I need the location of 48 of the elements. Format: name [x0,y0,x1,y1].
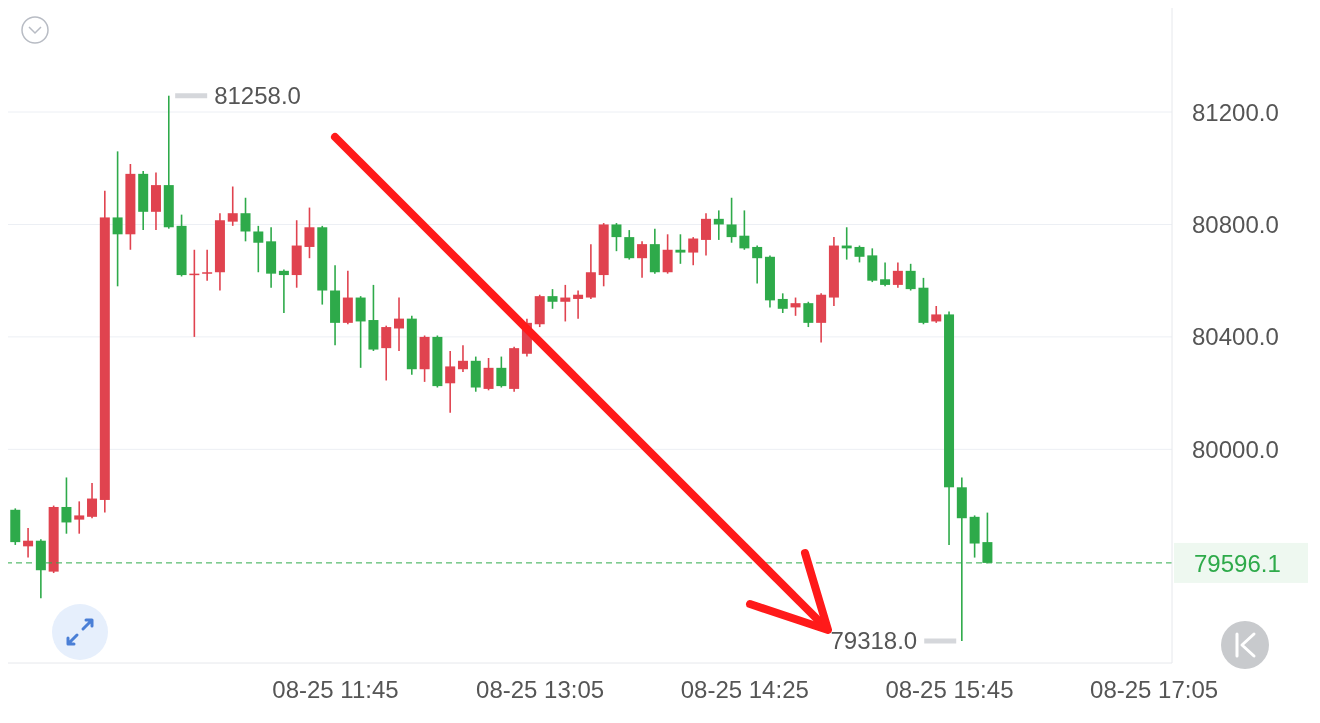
candlestick [61,476,72,535]
x-tick-label: 08-25 11:45 [272,676,399,704]
candlestick [790,296,801,317]
candlestick [87,482,98,520]
candlestick [777,292,788,314]
candlestick [675,233,686,265]
x-tick-label: 08-25 15:45 [885,676,1014,704]
candlestick [573,289,584,320]
candlestick [611,222,622,252]
candlestick [624,229,635,261]
x-tick-label: 08-25 14:25 [680,676,809,704]
candlestick [202,248,213,282]
candlestick [240,196,251,243]
candlestick [496,355,507,389]
candlestick [381,324,392,382]
candlestick [662,233,673,275]
candlestick [892,261,903,289]
candlestick [445,350,456,414]
candlestick [701,212,711,257]
candlestick [560,284,571,323]
ref-line-label: 79596.1 [1194,549,1281,577]
candlestick [803,300,814,328]
candlestick [726,196,737,244]
candlestick [905,263,916,292]
x-tick-label: 08-25 13:05 [476,676,605,704]
x-tick-label: 08-25 17:05 [1090,676,1219,704]
y-tick-label: 80400.0 [1192,323,1279,351]
candlestick [112,150,123,288]
annotation: 81258.0 [214,81,301,109]
candlestick [394,296,405,352]
candlestick [547,288,558,310]
candlestick [74,500,85,535]
candlestick [355,295,366,369]
candlestick [457,344,468,373]
candlestick [752,244,763,285]
candlestick [880,261,891,288]
candlestick [637,240,648,279]
y-tick-label: 80000.0 [1192,435,1279,463]
candlestick [688,236,699,267]
y-tick-label: 81200.0 [1192,98,1279,126]
candlestick [253,225,264,274]
candlestick [483,357,494,392]
candlestick [278,268,289,314]
candlestick [304,206,315,259]
candlestick [227,185,238,227]
annotation: 79318.0 [830,627,918,655]
candlestick [739,209,750,251]
y-tick-label: 80800.0 [1192,210,1279,238]
